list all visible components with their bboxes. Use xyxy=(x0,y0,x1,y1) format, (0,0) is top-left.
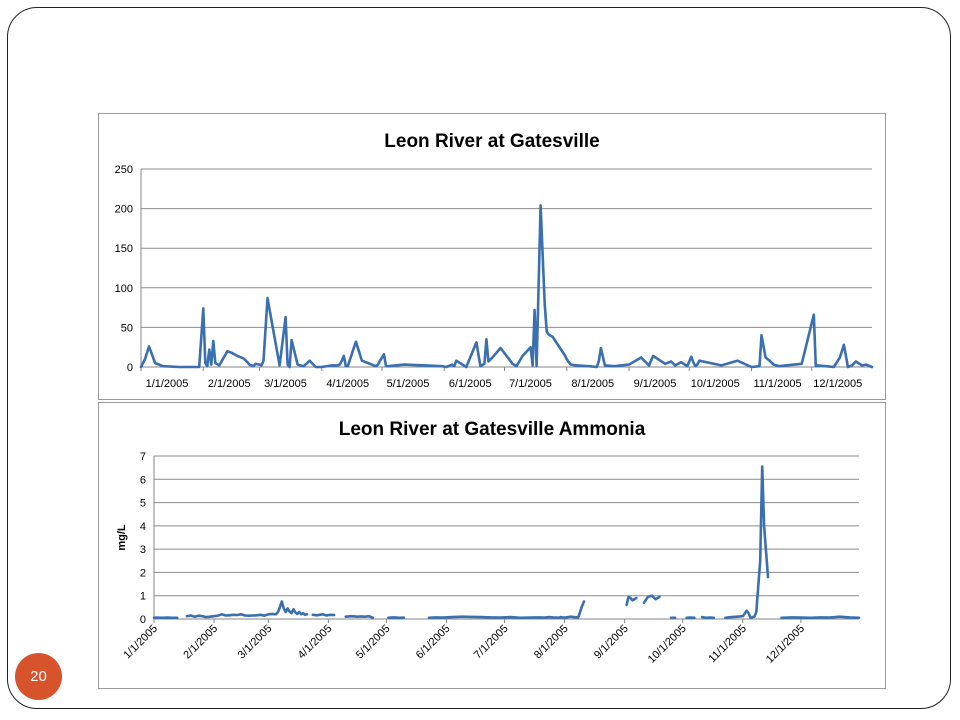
y-tick-label: 50 xyxy=(121,322,133,334)
y-tick-label: 5 xyxy=(140,498,146,510)
y-tick-label: 7 xyxy=(140,451,146,463)
series-line xyxy=(642,594,661,604)
y-tick-label: 250 xyxy=(115,164,133,176)
x-tick-label: 8/1/2005 xyxy=(571,378,614,390)
y-tick-label: 0 xyxy=(127,362,133,374)
x-tick-label: 12/1/2005 xyxy=(813,378,862,390)
y-tick-label: 0 xyxy=(140,614,146,626)
y-tick-label: 150 xyxy=(115,243,133,255)
series-line xyxy=(625,595,638,607)
x-tick-label: 3/1/2005 xyxy=(236,623,275,662)
x-tick-label: 8/1/2005 xyxy=(532,623,571,662)
series-line xyxy=(427,600,586,620)
x-tick-label: 12/1/2005 xyxy=(764,623,807,666)
x-tick-label: 1/1/2005 xyxy=(121,623,160,662)
x-tick-label: 4/1/2005 xyxy=(296,623,335,662)
y-tick-label: 100 xyxy=(115,283,133,295)
x-tick-label: 5/1/2005 xyxy=(354,623,393,662)
y-tick-label: 200 xyxy=(115,204,133,216)
y-tick-label: 1 xyxy=(140,591,146,603)
y-tick-label: 2 xyxy=(140,567,146,579)
x-tick-label: 3/1/2005 xyxy=(264,378,307,390)
x-tick-label: 7/1/2005 xyxy=(509,378,552,390)
chart-title: Leon River at Gatesville Ammonia xyxy=(339,419,646,440)
x-tick-label: 2/1/2005 xyxy=(181,623,220,662)
ammonia-chart-panel: Leon River at Gatesville Ammonia 0 1 2 3 4 5 6 7… xyxy=(98,402,886,689)
series-line xyxy=(139,204,874,369)
chart-title: Leon River at Gatesville xyxy=(384,131,599,152)
series-line xyxy=(185,600,309,619)
y-tick-label: 4 xyxy=(140,521,146,533)
streamflow-chart: Leon River at Gatesville 0 50 100 150 200 250 1… xyxy=(115,131,874,390)
x-tick-label: 9/1/2005 xyxy=(634,378,677,390)
x-tick-label: 5/1/2005 xyxy=(387,378,430,390)
series-line xyxy=(344,614,375,620)
x-tick-label: 7/1/2005 xyxy=(472,623,511,662)
series-line xyxy=(724,465,770,620)
x-tick-label: 4/1/2005 xyxy=(326,378,369,390)
x-tick-label: 10/1/2005 xyxy=(691,378,740,390)
streamflow-chart-panel: Leon River at Gatesville 0 50 100 150 200 250 1… xyxy=(98,113,886,400)
series-line xyxy=(780,615,861,620)
x-tick-label: 6/1/2005 xyxy=(414,623,453,662)
x-tick-label: 6/1/2005 xyxy=(449,378,492,390)
x-tick-label: 2/1/2005 xyxy=(208,378,251,390)
x-tick-label: 11/1/2005 xyxy=(706,623,749,666)
series-line xyxy=(700,615,716,620)
series-line xyxy=(311,613,336,617)
ammonia-chart: Leon River at Gatesville Ammonia 0 1 2 3 4 5 6 7… xyxy=(116,419,861,666)
x-tick-label: 1/1/2005 xyxy=(146,378,189,390)
y-tick-label: 6 xyxy=(140,474,146,486)
x-tick-label: 9/1/2005 xyxy=(592,623,631,662)
y-tick-label: 3 xyxy=(140,544,146,556)
x-tick-label: 11/1/2005 xyxy=(753,378,801,390)
x-tick-label: 10/1/2005 xyxy=(646,623,689,666)
y-axis-label: mg/L xyxy=(116,524,128,551)
page-number-badge: 20 xyxy=(15,653,62,700)
